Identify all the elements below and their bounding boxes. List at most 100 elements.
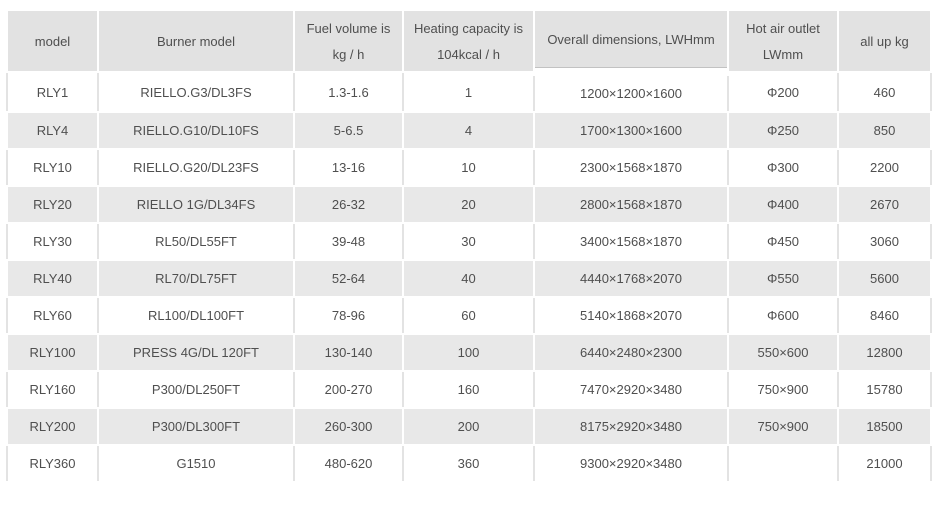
column-header-fuel-volume: Fuel volume is kg / h xyxy=(293,9,404,73)
column-header-all-up-weight: all up kg xyxy=(837,9,932,73)
cell-heating-capacity: 200 xyxy=(402,407,535,446)
cell-fuel-volume: 26-32 xyxy=(293,185,404,224)
cell-hot-air-outlet: Φ400 xyxy=(727,185,839,224)
cell-hot-air-outlet: 750×900 xyxy=(727,407,839,446)
header-line: Fuel volume is xyxy=(306,20,391,36)
cell-fuel-volume: 1.3-1.6 xyxy=(293,71,404,113)
cell-overall-dimensions: 1700×1300×1600 xyxy=(533,111,729,150)
cell-burner-model: P300/DL250FT xyxy=(97,370,295,409)
header-line: Burner model xyxy=(156,33,236,49)
cell-all-up-weight: 8460 xyxy=(837,296,932,335)
cell-heating-capacity: 30 xyxy=(402,222,535,261)
cell-heating-capacity: 1 xyxy=(402,71,535,113)
cell-model: RLY360 xyxy=(6,444,99,483)
cell-burner-model: RL50/DL55FT xyxy=(97,222,295,261)
cell-overall-dimensions: 2300×1568×1870 xyxy=(533,148,729,187)
cell-model: RLY100 xyxy=(6,333,99,372)
cell-hot-air-outlet: Φ250 xyxy=(727,111,839,150)
cell-burner-model: P300/DL300FT xyxy=(97,407,295,446)
cell-overall-dimensions: 8175×2920×3480 xyxy=(533,407,729,446)
table-row: RLY200 P300/DL300FT 260-300 200 8175×292… xyxy=(6,407,932,446)
cell-burner-model: RL70/DL75FT xyxy=(97,259,295,298)
table-row: RLY60 RL100/DL100FT 78-96 60 5140×1868×2… xyxy=(6,296,932,335)
cell-heating-capacity: 10 xyxy=(402,148,535,187)
table-row: RLY160 P300/DL250FT 200-270 160 7470×292… xyxy=(6,370,932,409)
cell-burner-model: RIELLO 1G/DL34FS xyxy=(97,185,295,224)
header-line: Heating capacity is xyxy=(413,20,524,36)
cell-model: RLY30 xyxy=(6,222,99,261)
cell-burner-model: G1510 xyxy=(97,444,295,483)
cell-hot-air-outlet: 550×600 xyxy=(727,333,839,372)
cell-all-up-weight: 15780 xyxy=(837,370,932,409)
cell-fuel-volume: 130-140 xyxy=(293,333,404,372)
cell-heating-capacity: 40 xyxy=(402,259,535,298)
cell-model: RLY10 xyxy=(6,148,99,187)
header-line: kg / h xyxy=(332,46,365,62)
cell-heating-capacity: 4 xyxy=(402,111,535,150)
cell-overall-dimensions: 1200×1200×1600 xyxy=(533,71,729,113)
cell-model: RLY4 xyxy=(6,111,99,150)
cell-overall-dimensions: 2800×1568×1870 xyxy=(533,185,729,224)
cell-burner-model: RIELLO.G10/DL10FS xyxy=(97,111,295,150)
cell-overall-dimensions: 5140×1868×2070 xyxy=(533,296,729,335)
cell-all-up-weight: 3060 xyxy=(837,222,932,261)
cell-all-up-weight: 21000 xyxy=(837,444,932,483)
table-row: RLY40 RL70/DL75FT 52-64 40 4440×1768×207… xyxy=(6,259,932,298)
cell-hot-air-outlet: Φ600 xyxy=(727,296,839,335)
cell-heating-capacity: 20 xyxy=(402,185,535,224)
cell-overall-dimensions: 7470×2920×3480 xyxy=(533,370,729,409)
cell-overall-dimensions: 9300×2920×3480 xyxy=(533,444,729,483)
header-line: model xyxy=(34,33,71,49)
burner-spec-table: model Burner model Fuel volume is kg / h… xyxy=(6,9,932,483)
cell-overall-dimensions: 6440×2480×2300 xyxy=(533,333,729,372)
cell-all-up-weight: 2670 xyxy=(837,185,932,224)
cell-hot-air-outlet: Φ450 xyxy=(727,222,839,261)
table-row: RLY10 RIELLO.G20/DL23FS 13-16 10 2300×15… xyxy=(6,148,932,187)
cell-hot-air-outlet xyxy=(727,444,839,483)
cell-burner-model: PRESS 4G/DL 120FT xyxy=(97,333,295,372)
cell-burner-model: RIELLO.G3/DL3FS xyxy=(97,71,295,113)
cell-model: RLY200 xyxy=(6,407,99,446)
cell-fuel-volume: 480-620 xyxy=(293,444,404,483)
cell-hot-air-outlet: 750×900 xyxy=(727,370,839,409)
column-header-hot-air-outlet: Hot air outlet LWmm xyxy=(727,9,839,73)
table-row: RLY4 RIELLO.G10/DL10FS 5-6.5 4 1700×1300… xyxy=(6,111,932,150)
table-body: RLY1 RIELLO.G3/DL3FS 1.3-1.6 1 1200×1200… xyxy=(6,71,932,483)
cell-all-up-weight: 2200 xyxy=(837,148,932,187)
cell-burner-model: RIELLO.G20/DL23FS xyxy=(97,148,295,187)
header-row: model Burner model Fuel volume is kg / h… xyxy=(6,9,932,76)
table-header: model Burner model Fuel volume is kg / h… xyxy=(6,9,932,76)
cell-heating-capacity: 60 xyxy=(402,296,535,335)
header-line: Overall dimensions, LWHmm xyxy=(547,32,715,47)
cell-heating-capacity: 100 xyxy=(402,333,535,372)
cell-heating-capacity: 160 xyxy=(402,370,535,409)
cell-overall-dimensions: 3400×1568×1870 xyxy=(533,222,729,261)
column-header-overall-dimensions: Overall dimensions, LWHmm xyxy=(533,9,729,76)
cell-all-up-weight: 460 xyxy=(837,71,932,113)
cell-all-up-weight: 18500 xyxy=(837,407,932,446)
column-header-heating-capacity: Heating capacity is 104kcal / h xyxy=(402,9,535,73)
cell-model: RLY20 xyxy=(6,185,99,224)
table-row: RLY360 G1510 480-620 360 9300×2920×3480 … xyxy=(6,444,932,483)
cell-all-up-weight: 5600 xyxy=(837,259,932,298)
cell-all-up-weight: 12800 xyxy=(837,333,932,372)
cell-fuel-volume: 78-96 xyxy=(293,296,404,335)
column-header-model: model xyxy=(6,9,99,73)
cell-model: RLY60 xyxy=(6,296,99,335)
table-row: RLY30 RL50/DL55FT 39-48 30 3400×1568×187… xyxy=(6,222,932,261)
column-header-burner-model: Burner model xyxy=(97,9,295,73)
cell-fuel-volume: 39-48 xyxy=(293,222,404,261)
cell-overall-dimensions: 4440×1768×2070 xyxy=(533,259,729,298)
cell-fuel-volume: 13-16 xyxy=(293,148,404,187)
cell-fuel-volume: 52-64 xyxy=(293,259,404,298)
table-row: RLY1 RIELLO.G3/DL3FS 1.3-1.6 1 1200×1200… xyxy=(6,71,932,113)
table-row: RLY100 PRESS 4G/DL 120FT 130-140 100 644… xyxy=(6,333,932,372)
cell-fuel-volume: 260-300 xyxy=(293,407,404,446)
header-line: LWmm xyxy=(762,46,804,62)
cell-fuel-volume: 5-6.5 xyxy=(293,111,404,150)
cell-hot-air-outlet: Φ200 xyxy=(727,71,839,113)
cell-hot-air-outlet: Φ550 xyxy=(727,259,839,298)
header-line: 104kcal / h xyxy=(437,46,500,62)
cell-model: RLY40 xyxy=(6,259,99,298)
table-row: RLY20 RIELLO 1G/DL34FS 26-32 20 2800×156… xyxy=(6,185,932,224)
